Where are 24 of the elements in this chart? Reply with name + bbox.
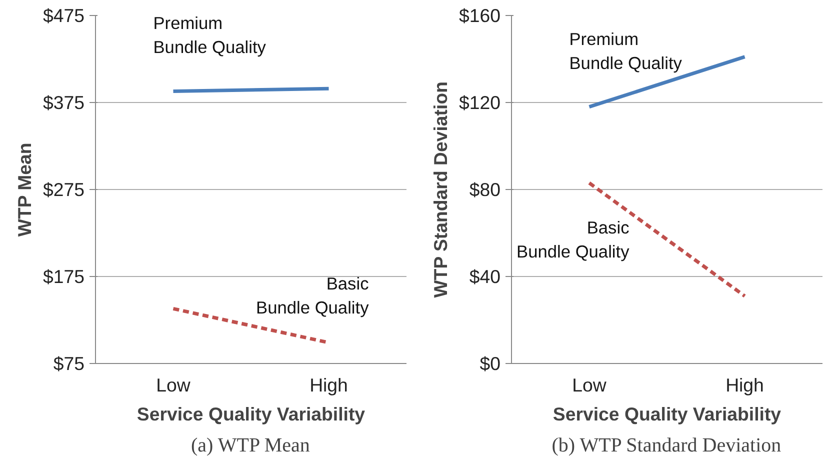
- y-tick-label: $275: [42, 179, 85, 200]
- series-label: Basic Bundle Quality: [516, 218, 630, 262]
- y-tick-label: $40: [469, 266, 501, 287]
- x-axis-title: Service Quality Variability: [136, 404, 366, 424]
- text: (a) WTP Mean: [191, 434, 310, 456]
- y-axis-title: WTP Mean: [14, 142, 35, 237]
- x-tick-label: High: [726, 374, 764, 396]
- y-tick-label: $75: [53, 353, 85, 374]
- series-label: Premium Bundle Quality: [569, 28, 682, 73]
- y-tick-label: $80: [469, 179, 501, 200]
- y-tick-label: $120: [458, 92, 501, 113]
- x-tick-label: High: [310, 374, 348, 396]
- x-axis-title: Service Quality Variability: [552, 404, 782, 424]
- x-tick-label: Low: [572, 374, 607, 396]
- y-tick-label: $375: [42, 92, 85, 113]
- y-axis-title: WTP Standard Deviation: [430, 82, 451, 298]
- y-tick-label: $175: [42, 266, 85, 287]
- y-tick-label: $475: [42, 5, 85, 26]
- x-tick-label: Low: [156, 374, 191, 396]
- text: (b) WTP Standard Deviation: [552, 434, 782, 456]
- y-tick-label: $160: [458, 5, 501, 26]
- series-label: Basic Bundle Quality: [256, 274, 370, 318]
- series-label: Premium Bundle Quality: [153, 13, 266, 58]
- y-tick-label: $0: [480, 353, 501, 374]
